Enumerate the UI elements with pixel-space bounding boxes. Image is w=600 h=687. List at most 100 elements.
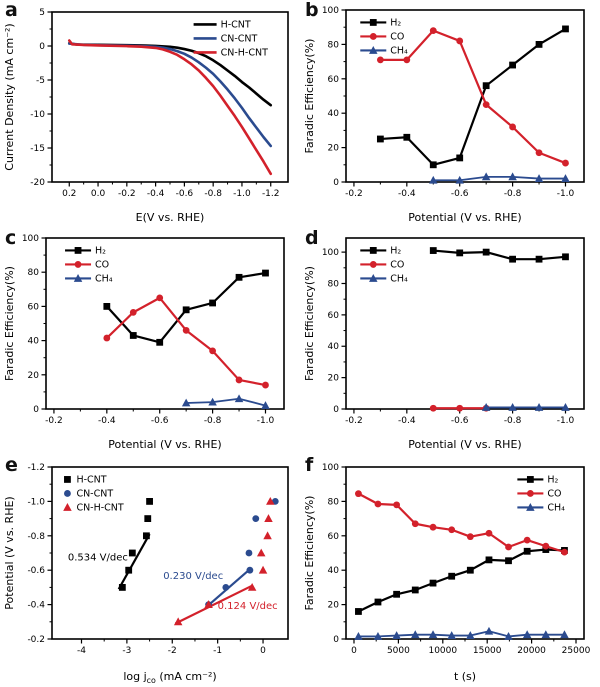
svg-text:-4: -4 (77, 646, 86, 656)
svg-text:-0.2: -0.2 (118, 189, 136, 199)
svg-text:60: 60 (328, 75, 340, 85)
svg-text:0: 0 (33, 405, 39, 415)
svg-text:-2: -2 (168, 646, 177, 656)
svg-text:0: 0 (39, 42, 45, 52)
svg-text:0.2: 0.2 (62, 189, 76, 199)
svg-text:80: 80 (328, 497, 340, 507)
svg-text:-0.8: -0.8 (504, 189, 522, 199)
svg-text:H₂: H₂ (390, 246, 401, 257)
svg-text:0: 0 (351, 646, 357, 656)
svg-text:-1.0: -1.0 (233, 189, 251, 199)
svg-text:40: 40 (328, 109, 340, 119)
svg-text:Current Density (mA cm⁻²): Current Density (mA cm⁻²) (3, 23, 16, 170)
svg-text:CH₄: CH₄ (390, 274, 408, 285)
faradic-efficiency-vs-potential-chart-c: -0.2 -0.4 -0.6 -0.8 -1.0 0 20 40 60 80 100 Potentia… (3, 234, 285, 451)
faradic-efficiency-vs-potential-chart-d: -0.2 -0.4 -0.6 -0.8 -1.0 0 20 40 60 80 100 Potentia… (303, 237, 585, 451)
svg-text:CN-CNT: CN-CNT (221, 34, 258, 45)
svg-text:CN-H-CNT: CN-H-CNT (221, 48, 268, 59)
panel-e: -4 -3 -2 -1 0 -1.2 -1.0 -0.8 -0.6 -0.4 -0.2 log jco… (0, 455, 300, 687)
svg-text:-0.4: -0.4 (398, 189, 416, 199)
svg-text:20: 20 (328, 374, 340, 384)
svg-text:100: 100 (322, 463, 339, 473)
svg-text:60: 60 (328, 311, 340, 321)
svg-text:-0.2: -0.2 (345, 189, 363, 199)
panel-b-label: b (305, 0, 319, 21)
panel-e-label: e (5, 454, 18, 476)
svg-text:0: 0 (333, 178, 339, 188)
svg-text:-1.2: -1.2 (27, 463, 45, 473)
svg-text:-0.6: -0.6 (151, 416, 169, 426)
panel-f-label: f (305, 454, 314, 476)
svg-text:Faradic Efficiency(%): Faradic Efficiency(%) (303, 266, 316, 381)
svg-text:0: 0 (333, 405, 339, 415)
panel-c-label: c (5, 227, 17, 249)
svg-text:-1.0: -1.0 (557, 189, 575, 199)
svg-text:Potential (V vs. RHE): Potential (V vs. RHE) (3, 496, 16, 609)
svg-text:Potential (V vs. RHE): Potential (V vs. RHE) (408, 438, 521, 451)
svg-text:-0.4: -0.4 (398, 416, 416, 426)
svg-text:H₂: H₂ (95, 246, 106, 257)
tafel-plot-chart: -4 -3 -2 -1 0 -1.2 -1.0 -0.8 -0.6 -0.4 -0.2 log jco… (3, 463, 289, 685)
svg-text:Potential (V vs. RHE): Potential (V vs. RHE) (408, 211, 521, 224)
svg-text:-15: -15 (30, 144, 45, 154)
svg-text:CH₄: CH₄ (95, 274, 113, 285)
svg-text:H-CNT: H-CNT (76, 475, 106, 486)
svg-text:-0.4: -0.4 (27, 601, 45, 611)
svg-text:0.230 V/dec: 0.230 V/dec (163, 571, 223, 582)
svg-text:0: 0 (260, 646, 266, 656)
svg-text:-0.4: -0.4 (98, 416, 116, 426)
svg-text:40: 40 (328, 342, 340, 352)
svg-text:H₂: H₂ (390, 18, 401, 29)
svg-text:-0.8: -0.8 (204, 416, 222, 426)
svg-text:-3: -3 (122, 646, 131, 656)
panel-a: 0.2 0.0 -0.2 -0.4 -0.6 -0.8 -1.0 -1.2 5 0 -5 -10 -15… (0, 0, 300, 228)
svg-text:15000: 15000 (473, 646, 502, 656)
svg-text:-0.8: -0.8 (504, 416, 522, 426)
panel-d: -0.2 -0.4 -0.6 -0.8 -1.0 0 20 40 60 80 100 Potentia… (300, 228, 600, 455)
svg-text:20000: 20000 (517, 646, 546, 656)
svg-text:Faradic Efficiency(%): Faradic Efficiency(%) (3, 266, 16, 381)
panel-d-label: d (305, 227, 319, 249)
svg-text:100: 100 (322, 248, 339, 258)
svg-text:60: 60 (28, 302, 40, 312)
svg-text:-20: -20 (30, 178, 45, 188)
svg-text:10000: 10000 (428, 646, 457, 656)
svg-text:-5: -5 (36, 76, 45, 86)
svg-text:-1: -1 (213, 646, 222, 656)
svg-text:80: 80 (28, 268, 40, 278)
svg-text:5: 5 (39, 8, 45, 18)
svg-text:-0.2: -0.2 (27, 635, 45, 645)
svg-text:CH₄: CH₄ (390, 46, 408, 57)
svg-text:E(V vs. RHE): E(V vs. RHE) (136, 211, 205, 224)
svg-text:80: 80 (328, 40, 340, 50)
svg-text:0: 0 (333, 635, 339, 645)
svg-text:100: 100 (322, 6, 339, 16)
panel-b: -0.2 -0.4 -0.6 -0.8 -1.0 0 20 40 60 80 100 Potentia… (300, 0, 600, 228)
panel-a-label: a (5, 0, 18, 21)
svg-text:0.0: 0.0 (91, 189, 106, 199)
svg-text:-0.8: -0.8 (204, 189, 222, 199)
svg-text:0.534 V/dec: 0.534 V/dec (68, 553, 128, 564)
svg-text:CN-H-CNT: CN-H-CNT (76, 503, 123, 514)
svg-text:H-CNT: H-CNT (221, 20, 251, 31)
lsv-current-density-chart: 0.2 0.0 -0.2 -0.4 -0.6 -0.8 -1.0 -1.2 5 0 -5 -10 -15… (3, 8, 289, 224)
svg-text:CH₄: CH₄ (547, 503, 565, 514)
svg-text:CO: CO (390, 32, 404, 43)
svg-text:-0.2: -0.2 (45, 416, 63, 426)
svg-text:-0.4: -0.4 (147, 189, 165, 199)
svg-text:CO: CO (547, 489, 561, 500)
svg-text:-10: -10 (30, 110, 45, 120)
faradic-efficiency-vs-time-chart: 0 5000 10000 15000 20000 25000 0 20 40 60 80 100 t (… (303, 463, 591, 683)
panel-c: -0.2 -0.4 -0.6 -0.8 -1.0 0 20 40 60 80 100 Potentia… (0, 228, 300, 455)
svg-text:-0.6: -0.6 (176, 189, 194, 199)
faradic-efficiency-vs-potential-chart-b: -0.2 -0.4 -0.6 -0.8 -1.0 0 20 40 60 80 100 Potentia… (303, 6, 585, 224)
svg-text:5000: 5000 (387, 646, 410, 656)
svg-text:CO: CO (95, 260, 109, 271)
svg-text:Faradic Efficiency(%): Faradic Efficiency(%) (303, 496, 316, 611)
svg-text:-1.0: -1.0 (257, 416, 275, 426)
svg-text:100: 100 (22, 234, 39, 244)
svg-text:-0.6: -0.6 (27, 566, 45, 576)
svg-text:80: 80 (328, 279, 340, 289)
svg-text:-0.6: -0.6 (451, 189, 469, 199)
